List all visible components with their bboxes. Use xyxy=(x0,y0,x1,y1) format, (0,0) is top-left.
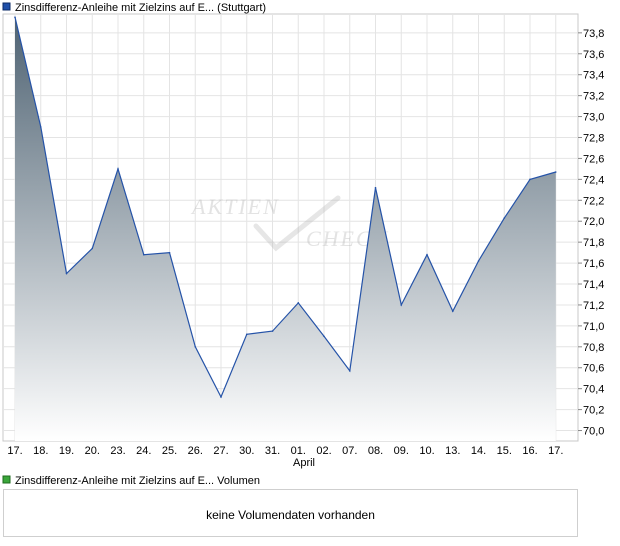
x-tick-label: 07. xyxy=(342,445,357,457)
data-point xyxy=(400,304,403,306)
data-point xyxy=(65,272,68,275)
y-tick-label: 72,8 xyxy=(583,132,604,144)
data-point xyxy=(451,310,454,313)
watermark-text-1: AKTIEN xyxy=(190,194,280,219)
x-tick-label: 17. xyxy=(548,445,563,457)
data-point xyxy=(245,333,248,336)
data-point xyxy=(142,253,145,256)
data-point xyxy=(554,171,557,173)
y-tick-label: 71,0 xyxy=(583,321,604,333)
x-tick-label: 02. xyxy=(316,445,331,457)
x-tick-label: 09. xyxy=(394,445,409,457)
y-tick-label: 71,2 xyxy=(583,300,604,312)
x-tick-label: 24. xyxy=(136,445,151,457)
data-point xyxy=(168,251,171,254)
y-tick-label: 72,0 xyxy=(583,216,604,228)
y-tick-label: 72,6 xyxy=(583,153,604,165)
data-point xyxy=(348,370,351,372)
y-tick-label: 71,4 xyxy=(583,279,604,291)
y-tick-label: 73,4 xyxy=(583,70,604,82)
data-point xyxy=(220,396,222,398)
y-tick-label: 72,2 xyxy=(583,195,604,207)
x-tick-label: 31. xyxy=(265,445,280,457)
x-tick-label: 23. xyxy=(110,445,125,457)
data-point xyxy=(374,186,377,189)
data-point xyxy=(14,16,16,18)
data-point xyxy=(323,335,325,338)
y-axis: 73,8 73,6 73,4 73,2 73,0 72,8 72,6 72,4 72,2 72,0… xyxy=(578,28,604,438)
watermark-check-icon xyxy=(253,195,341,252)
y-tick-label: 70,4 xyxy=(583,384,604,396)
y-tick-label: 72,4 xyxy=(583,174,604,186)
volume-legend-swatch xyxy=(2,475,11,484)
y-tick-label: 70,6 xyxy=(583,363,604,375)
x-tick-label: 14. xyxy=(471,445,486,457)
x-tick-label: 27. xyxy=(213,445,228,457)
y-tick-label: 73,8 xyxy=(583,28,604,40)
x-tick-label: 15. xyxy=(497,445,512,457)
y-tick-label: 70,8 xyxy=(583,342,604,354)
data-point xyxy=(271,330,274,332)
data-point xyxy=(477,260,480,262)
y-tick-label: 73,2 xyxy=(583,91,604,103)
price-legend-label: Zinsdifferenz-Anleihe mit Zielzins auf E… xyxy=(15,2,266,14)
volume-legend-label: Zinsdifferenz-Anleihe mit Zielzins auf E… xyxy=(15,475,260,487)
data-point xyxy=(117,168,119,170)
x-tick-label: 19. xyxy=(59,445,74,457)
x-axis-month-label: April xyxy=(293,457,315,469)
area-series xyxy=(14,16,557,441)
x-tick-label: 13. xyxy=(445,445,460,457)
data-point xyxy=(426,253,428,256)
volume-chart-panel: keine Volumendaten vorhanden xyxy=(3,489,578,537)
x-tick-label: 20. xyxy=(85,445,100,457)
y-tick-label: 73,0 xyxy=(583,112,604,124)
no-volume-message: keine Volumendaten vorhanden xyxy=(206,508,375,522)
y-tick-label: 73,6 xyxy=(583,49,604,61)
x-tick-label: 08. xyxy=(368,445,383,457)
y-tick-label: 71,8 xyxy=(583,237,604,249)
y-tick-label: 70,2 xyxy=(583,405,604,417)
series-area-fill xyxy=(15,17,556,441)
x-tick-label: 26. xyxy=(188,445,203,457)
x-tick-label: 30. xyxy=(239,445,254,457)
x-tick-label: 16. xyxy=(522,445,537,457)
data-point xyxy=(297,302,300,304)
series-line xyxy=(14,16,556,399)
x-tick-label: 01. xyxy=(291,445,306,457)
data-point xyxy=(39,126,42,128)
price-legend-swatch xyxy=(2,2,11,11)
data-point xyxy=(91,247,94,250)
x-tick-label: 10. xyxy=(419,445,434,457)
y-tick-label: 71,6 xyxy=(583,258,604,270)
x-tick-label: 17. xyxy=(7,445,22,457)
data-point xyxy=(194,346,197,348)
x-tick-label: 18. xyxy=(33,445,48,457)
x-tick-label: 25. xyxy=(162,445,177,457)
x-axis: 17. 18. 19. 20. 23. 24. 25. 26. 27. 30. 31. 01. 02. 0… xyxy=(7,445,563,457)
data-point xyxy=(529,178,531,181)
y-tick-label: 70,0 xyxy=(583,426,604,438)
data-point xyxy=(503,217,506,219)
